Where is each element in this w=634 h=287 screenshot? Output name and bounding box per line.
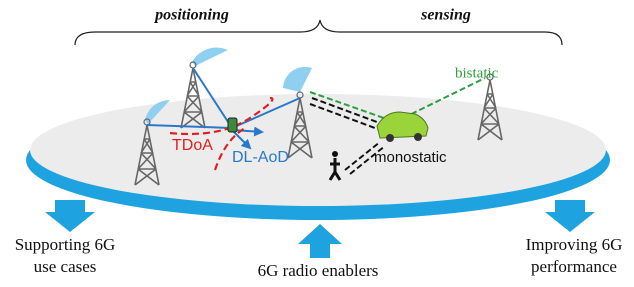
phone: [228, 118, 237, 132]
footer-left: use cases: [34, 257, 97, 276]
diagram: positioning sensing bistatic TDoA DL-AoD…: [0, 0, 634, 287]
footer-right: Improving 6G: [526, 235, 623, 254]
label-bistatic: bistatic: [455, 65, 499, 81]
label-dl-aod: DL-AoD: [232, 149, 289, 166]
brace: [75, 20, 562, 45]
footer-left: Supporting 6G: [15, 235, 116, 254]
label-tdoa: TDoA: [172, 137, 213, 154]
header-positioning: positioning: [153, 7, 229, 24]
beam: [192, 48, 228, 66]
arrow-left: [45, 200, 95, 232]
footer-right: performance: [531, 257, 617, 276]
footer-center: 6G radio enablers: [258, 261, 379, 280]
arrow-right: [545, 200, 595, 232]
arrow-up: [298, 224, 342, 258]
disk: [30, 94, 606, 206]
label-monostatic: monostatic: [374, 149, 447, 166]
header-sensing: sensing: [420, 7, 471, 24]
beam: [283, 67, 312, 92]
